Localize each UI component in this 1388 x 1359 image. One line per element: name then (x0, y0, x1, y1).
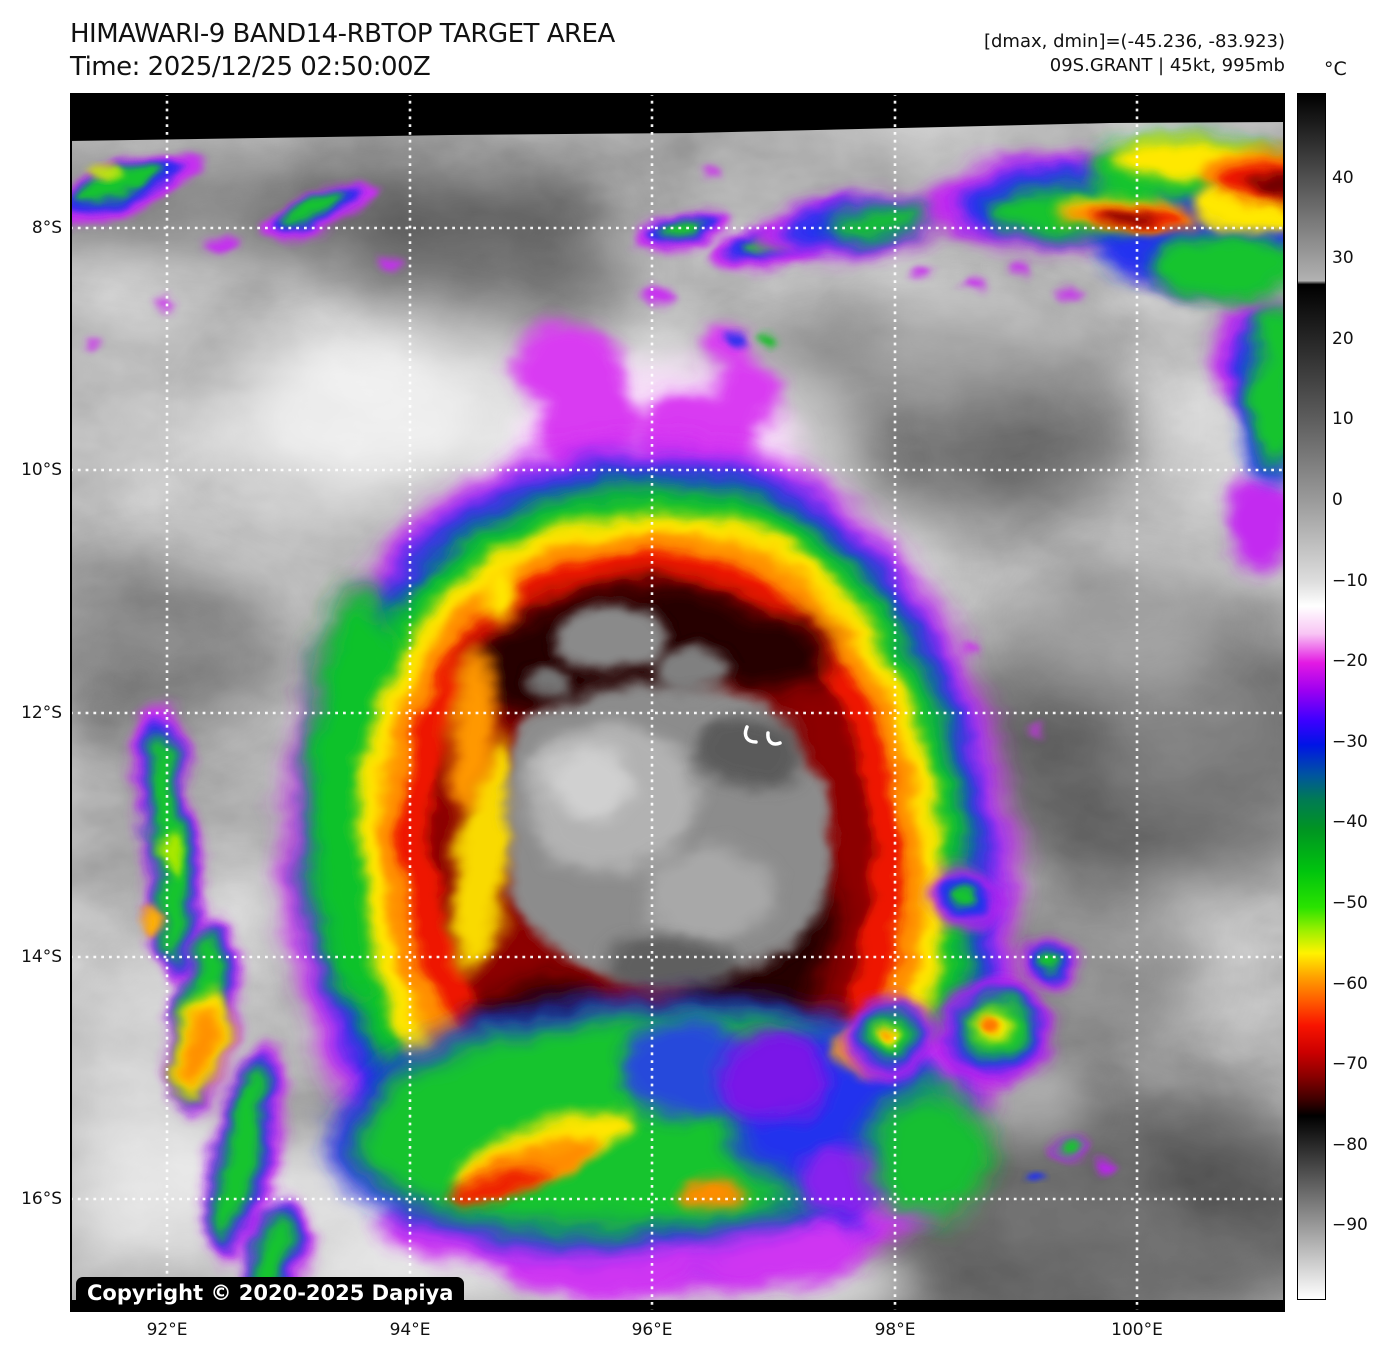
colorbar-tick: −10 (1332, 571, 1368, 591)
colorbar-tick: 10 (1332, 409, 1354, 429)
x-axis-label: 92°E (146, 1320, 188, 1340)
y-axis-label: 14°S (21, 947, 62, 967)
cyclone-gray-interior (505, 605, 833, 988)
timestamp: Time: 2025/12/25 02:50:00Z (70, 52, 431, 82)
storm-info: 09S.GRANT | 45kt, 995mb (1049, 55, 1285, 76)
cells-east (845, 866, 1115, 1184)
colorbar-tick: 40 (1332, 168, 1354, 188)
copyright-badge: Copyright © 2020-2025 Dapiya (76, 1277, 465, 1310)
cells-top-left (70, 150, 404, 269)
cyclone (282, 442, 1017, 1292)
colorbar-tick: 20 (1332, 329, 1354, 349)
colorbar-tick: 0 (1332, 490, 1343, 510)
colorbar-unit-label: °C (1324, 58, 1347, 80)
header: HIMAWARI-9 BAND14-RBTOP TARGET AREA Time… (70, 18, 615, 84)
colorbar-tick: −80 (1332, 1135, 1368, 1155)
x-axis-label: 98°E (874, 1320, 916, 1340)
satellite-imagery (70, 93, 1285, 1312)
band-top-right (755, 136, 1285, 573)
x-axis-label: 94°E (389, 1320, 431, 1340)
colorbar-gradient (1297, 93, 1326, 1300)
x-axis-label: 100°E (1111, 1320, 1163, 1340)
storm-center-marker-icon (743, 725, 782, 746)
graticule (70, 93, 1285, 1312)
enhanced-ir-features (70, 136, 1285, 1312)
colorbar-tick: −50 (1332, 893, 1368, 913)
y-axis-label: 8°S (31, 218, 62, 238)
satellite-map: Copyright © 2020-2025 Dapiya (70, 93, 1285, 1312)
colorbar-tick: −60 (1332, 974, 1368, 994)
colorbar-tick: −30 (1332, 732, 1368, 752)
band-left (132, 703, 311, 1312)
colorbar-tick: −90 (1332, 1215, 1368, 1235)
dmax-dmin-readout: [dmax, dmin]=(-45.236, -83.923) (983, 31, 1285, 52)
colorbar-tick: −70 (1332, 1054, 1368, 1074)
y-axis-label: 12°S (21, 703, 62, 723)
page-title: HIMAWARI-9 BAND14-RBTOP TARGET AREA (70, 19, 615, 49)
rainband-south (330, 996, 990, 1298)
y-axis-label: 10°S (21, 460, 62, 480)
colorbar-tick: 30 (1332, 248, 1354, 268)
stats-block: [dmax, dmin]=(-45.236, -83.923) 09S.GRAN… (984, 30, 1285, 78)
colorbar-tick: −20 (1332, 651, 1368, 671)
colorbar-tick: −40 (1332, 812, 1368, 832)
x-axis-label: 96°E (631, 1320, 673, 1340)
y-axis-label: 16°S (21, 1189, 62, 1209)
